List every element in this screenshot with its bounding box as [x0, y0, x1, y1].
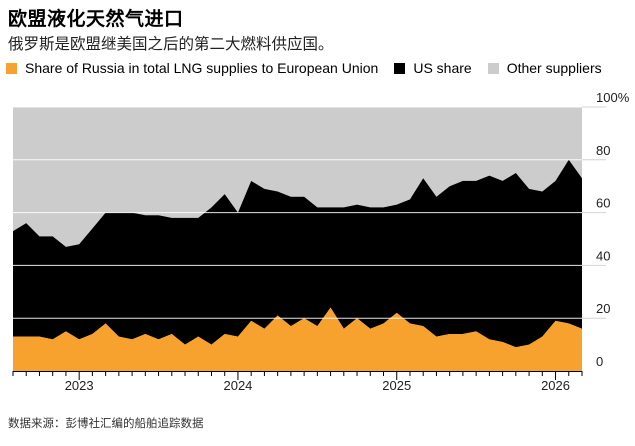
chart-title: 欧盟液化天然气进口 — [8, 8, 184, 30]
y-tick-label: 60 — [596, 196, 610, 211]
legend-item-russia: Share of Russia in total LNG supplies to… — [6, 60, 378, 76]
y-tick-label: 80 — [596, 143, 610, 158]
area-other-suppliers — [13, 107, 582, 247]
x-tick-label: 2024 — [223, 378, 252, 393]
x-tick-label: 2023 — [65, 378, 94, 393]
legend-item-us: US share — [394, 60, 472, 76]
legend-label-other: Other suppliers — [506, 60, 602, 76]
data-source-note: 数据来源：彭博社汇编的船舶追踪数据 — [8, 416, 204, 430]
y-tick-label: 20 — [596, 301, 610, 316]
legend-label-us: US share — [413, 60, 472, 76]
legend-swatch-us — [394, 62, 406, 74]
y-tick-label: 0 — [596, 354, 603, 369]
legend-swatch-other — [487, 62, 499, 74]
area-share-of-russia-in-total-lng-supplies-to-european-union — [13, 307, 582, 371]
legend-item-other: Other suppliers — [487, 60, 602, 76]
y-tick-label: 40 — [596, 248, 610, 263]
area-us-share — [13, 159, 582, 348]
chart-legend: Share of Russia in total LNG supplies to… — [6, 60, 602, 76]
x-tick-label: 2025 — [382, 378, 411, 393]
legend-label-russia: Share of Russia in total LNG supplies to… — [25, 60, 379, 76]
y-tick-label: 100% — [596, 90, 630, 105]
chart-subtitle: 俄罗斯是欧盟继美国之后的第二大燃料供应国。 — [8, 35, 334, 53]
legend-swatch-russia — [6, 62, 17, 74]
x-tick-label: 2026 — [541, 378, 570, 393]
